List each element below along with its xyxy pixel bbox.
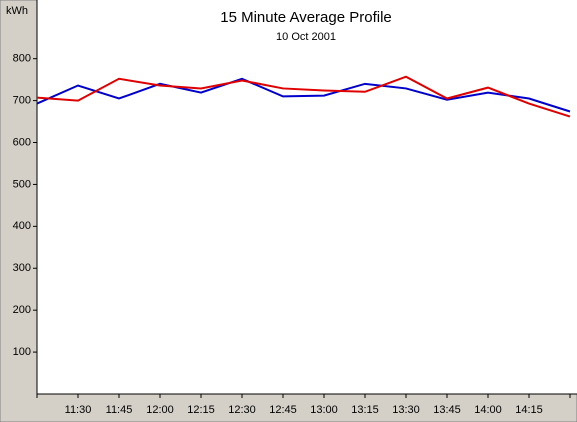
x-tick-label: 13:45: [433, 404, 461, 416]
chart-title: 15 Minute Average Profile: [220, 9, 392, 26]
y-tick-label: 200: [13, 304, 31, 316]
x-tick-label: 11:30: [65, 404, 92, 416]
x-tick-label: 14:15: [515, 404, 543, 416]
x-tick-label: 13:15: [351, 404, 379, 416]
y-tick-label: 300: [13, 262, 31, 274]
y-tick-label: 500: [13, 178, 31, 190]
series-line: [36, 75, 571, 118]
y-axis-label: kWh: [6, 5, 28, 17]
x-tick-label: 11:45: [106, 404, 133, 416]
chart-subtitle: 10 Oct 2001: [276, 31, 336, 43]
x-tick-label: 14:00: [474, 404, 502, 416]
x-tick-label: 12:15: [187, 404, 215, 416]
y-tick-label: 700: [13, 95, 31, 107]
y-tick-label: 400: [13, 220, 31, 232]
plot-area: [37, 0, 577, 394]
series-line: [36, 77, 571, 113]
x-tick-label: 12:45: [269, 404, 297, 416]
y-tick-label: 600: [13, 136, 31, 148]
y-tick-label: 100: [13, 346, 31, 358]
y-tick-label: 800: [13, 53, 31, 65]
x-tick-label: 12:30: [228, 404, 256, 416]
x-tick-label: 13:00: [310, 404, 338, 416]
x-tick-label: 12:00: [146, 404, 174, 416]
x-tick-label: 13:30: [392, 404, 420, 416]
